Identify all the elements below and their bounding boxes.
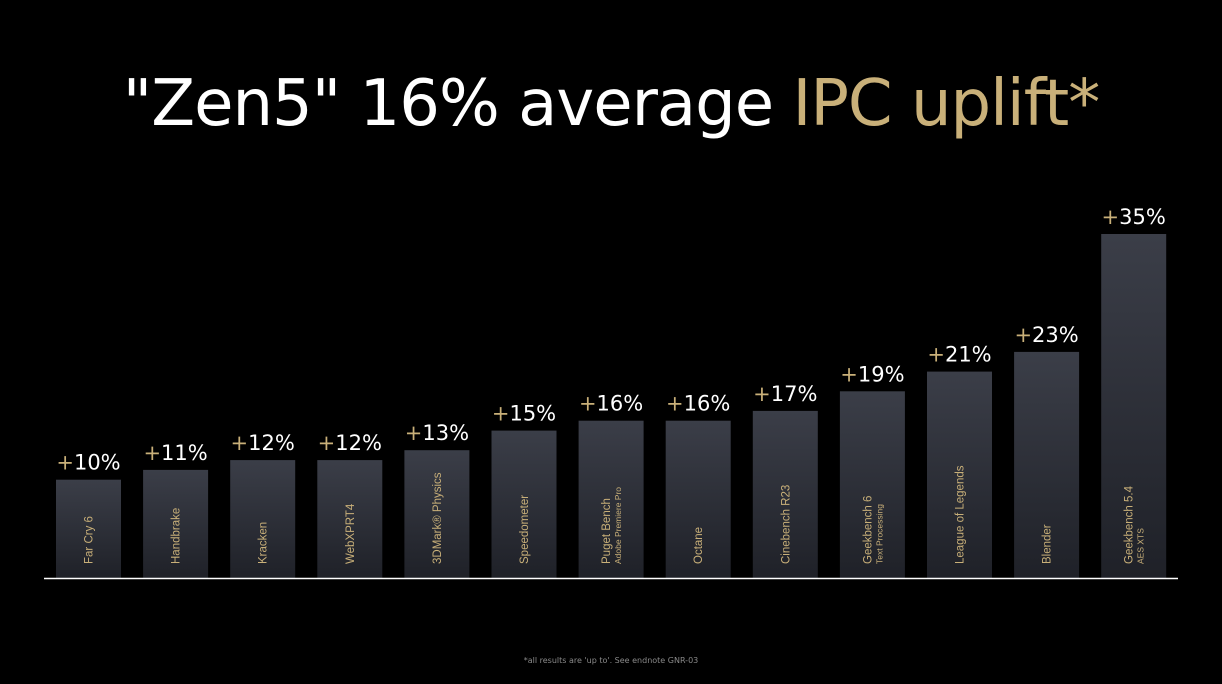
value-plus-sign: + bbox=[143, 441, 161, 465]
bar-category-label: Cinebench R23 bbox=[780, 485, 792, 564]
value-percent: 21% bbox=[945, 343, 992, 367]
footnote: *all results are 'up to'. See endnote GN… bbox=[523, 656, 699, 665]
category-name: Handbrake bbox=[171, 508, 183, 564]
title-gold-part: IPC uplift* bbox=[792, 67, 1100, 141]
value-percent: 23% bbox=[1032, 323, 1079, 347]
bar bbox=[752, 410, 818, 578]
bar-value-label: +17% bbox=[753, 382, 817, 406]
value-plus-sign: + bbox=[492, 402, 510, 426]
bar bbox=[1014, 351, 1080, 578]
bar-value-label: +23% bbox=[1014, 323, 1078, 347]
bar-category-label: Kracken bbox=[258, 522, 270, 564]
bar bbox=[578, 420, 644, 578]
category-name: Geekbench 6 bbox=[862, 496, 874, 564]
value-percent: 12% bbox=[335, 431, 382, 455]
value-plus-sign: + bbox=[666, 392, 684, 416]
bar-value-label: +16% bbox=[579, 392, 643, 416]
category-name: League of Legends bbox=[955, 465, 967, 564]
value-plus-sign: + bbox=[753, 382, 771, 406]
bar-category-label: Geekbench 5.4AES XTS bbox=[1124, 485, 1146, 564]
category-subname: Adobe Premiere Pro bbox=[613, 487, 623, 564]
slide-title: "Zen5" 16% average IPC uplift* bbox=[0, 62, 1222, 146]
bar bbox=[404, 450, 470, 578]
bar-category-label: WebXPRT4 bbox=[345, 503, 357, 564]
category-subname: AES XTS bbox=[1136, 528, 1146, 564]
bars-group bbox=[56, 234, 1167, 578]
bar-value-label: +13% bbox=[405, 421, 469, 445]
value-plus-sign: + bbox=[840, 362, 858, 386]
value-plus-sign: + bbox=[1102, 205, 1120, 229]
bar-value-label: +35% bbox=[1102, 205, 1166, 229]
category-subname: Text Processing bbox=[874, 504, 884, 564]
bar bbox=[839, 391, 905, 578]
bar-value-label: +15% bbox=[492, 402, 556, 426]
value-plus-sign: + bbox=[318, 431, 336, 455]
bar-value-label: +21% bbox=[927, 343, 991, 367]
category-name: Speedometer bbox=[519, 495, 531, 564]
bar-category-label: League of Legends bbox=[955, 465, 967, 564]
bar bbox=[1101, 234, 1167, 578]
category-name: Puget Bench bbox=[601, 498, 613, 564]
value-plus-sign: + bbox=[927, 343, 945, 367]
category-name: Far Cry 6 bbox=[84, 516, 96, 564]
value-percent: 13% bbox=[422, 421, 469, 445]
bar-value-label: +19% bbox=[840, 362, 904, 386]
value-plus-sign: + bbox=[579, 392, 597, 416]
value-plus-sign: + bbox=[56, 451, 74, 475]
bar-value-label: +12% bbox=[231, 431, 295, 455]
category-name: WebXPRT4 bbox=[345, 503, 357, 564]
value-percent: 35% bbox=[1119, 205, 1166, 229]
category-name: Octane bbox=[693, 527, 705, 564]
title-white-part: "Zen5" 16% average bbox=[122, 67, 793, 141]
category-name: Cinebench R23 bbox=[780, 485, 792, 564]
value-percent: 16% bbox=[684, 392, 731, 416]
category-labels-group: Far Cry 6 Handbrake Kracken WebXPRT4 3DMark®… bbox=[84, 465, 1146, 564]
bar bbox=[491, 430, 557, 578]
bar-value-label: +10% bbox=[56, 451, 120, 475]
category-name: Blender bbox=[1042, 524, 1054, 564]
bar-category-label: Far Cry 6 bbox=[84, 516, 96, 564]
bar-category-label: 3DMark® Physics bbox=[432, 472, 444, 564]
value-percent: 12% bbox=[248, 431, 295, 455]
bar bbox=[143, 469, 209, 578]
value-percent: 10% bbox=[74, 451, 121, 475]
bar-category-label: Geekbench 6Text Processing bbox=[862, 496, 884, 564]
bar-category-label: Blender bbox=[1042, 524, 1054, 564]
bar bbox=[56, 479, 121, 578]
value-percent: 17% bbox=[771, 382, 818, 406]
category-name: Kracken bbox=[258, 522, 270, 564]
bar-category-label: Octane bbox=[693, 527, 705, 564]
bar-value-label: +12% bbox=[318, 431, 382, 455]
bar bbox=[927, 371, 992, 578]
category-name: Geekbench 5.4 bbox=[1124, 485, 1136, 564]
bar bbox=[665, 420, 731, 578]
value-percent: 19% bbox=[858, 362, 905, 386]
value-labels-group: +10% +11% +12% +12% +13%+15% +16% +16% +17%+19%… bbox=[56, 205, 1165, 475]
category-name: 3DMark® Physics bbox=[432, 472, 444, 564]
value-plus-sign: + bbox=[231, 431, 249, 455]
bar-value-label: +16% bbox=[666, 392, 730, 416]
value-percent: 11% bbox=[161, 441, 208, 465]
value-percent: 15% bbox=[509, 402, 556, 426]
bar bbox=[230, 460, 296, 578]
bar-category-label: Handbrake bbox=[171, 508, 183, 564]
bar-category-label: Speedometer bbox=[519, 495, 531, 564]
value-plus-sign: + bbox=[405, 421, 423, 445]
bar-category-label: Puget BenchAdobe Premiere Pro bbox=[601, 487, 623, 564]
value-percent: 16% bbox=[597, 392, 644, 416]
bar bbox=[317, 460, 383, 578]
bar-value-label: +11% bbox=[143, 441, 207, 465]
value-plus-sign: + bbox=[1014, 323, 1032, 347]
